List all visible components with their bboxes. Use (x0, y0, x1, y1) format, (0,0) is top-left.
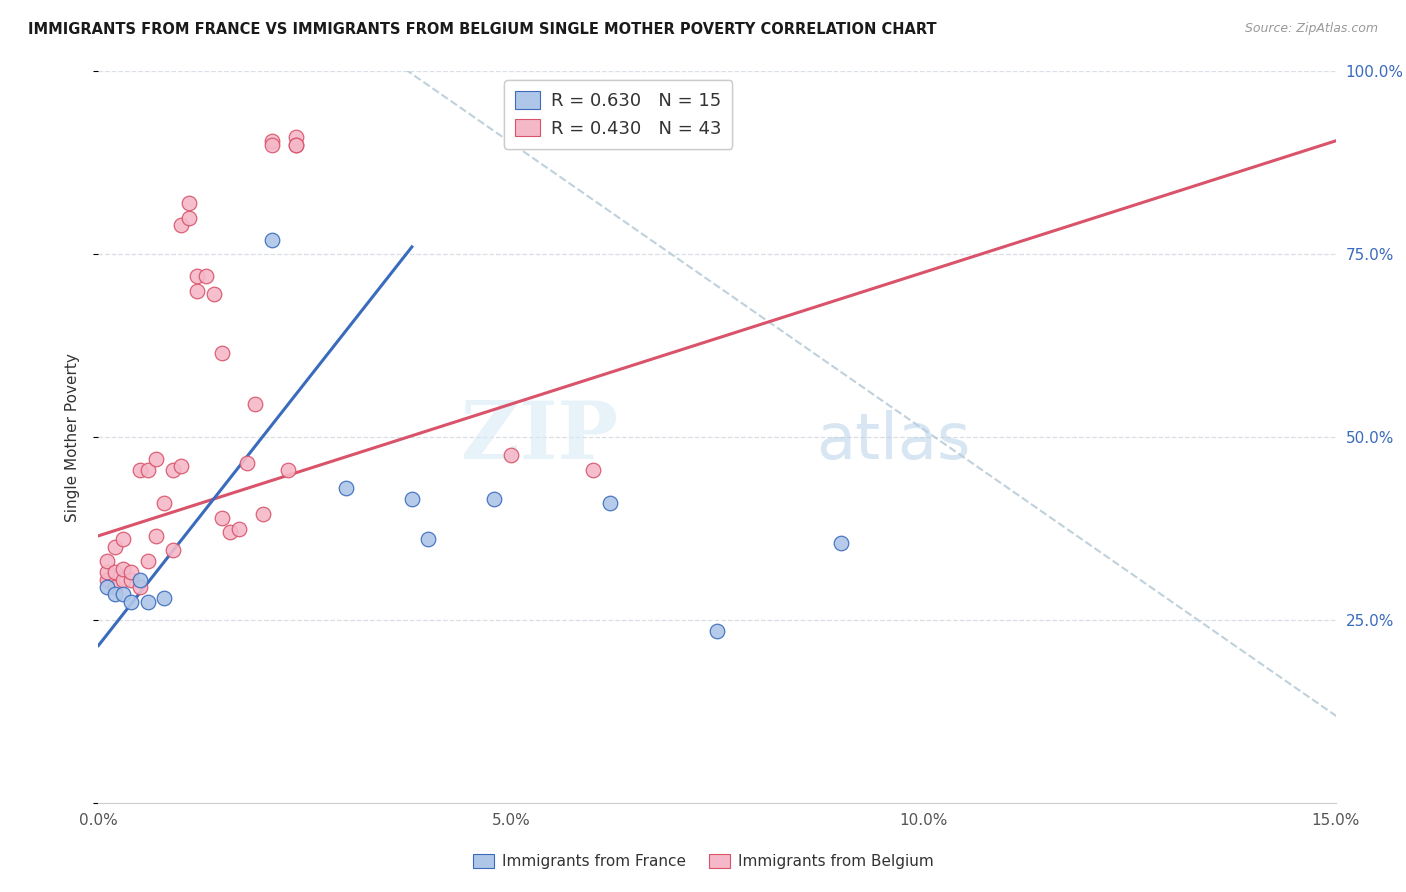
Legend: R = 0.630   N = 15, R = 0.430   N = 43: R = 0.630 N = 15, R = 0.430 N = 43 (503, 80, 733, 149)
Point (277, 463, 299, 477)
Text: IMMIGRANTS FROM FRANCE VS IMMIGRANTS FROM BELGIUM SINGLE MOTHER POVERTY CORRELAT: IMMIGRANTS FROM FRANCE VS IMMIGRANTS FRO… (28, 22, 936, 37)
Point (179, 211, 201, 225)
Point (162, 463, 184, 477)
Point (260, 233, 283, 247)
Point (128, 580, 150, 594)
Point (112, 587, 135, 601)
Point (112, 562, 135, 576)
Point (219, 525, 242, 540)
Point (136, 594, 159, 608)
Point (186, 269, 208, 284)
Point (285, 130, 308, 145)
Point (202, 287, 225, 301)
Point (136, 554, 159, 568)
Point (104, 587, 127, 601)
Point (236, 456, 259, 470)
Point (599, 496, 621, 510)
Point (104, 540, 127, 554)
Point (418, 533, 440, 547)
Point (104, 580, 127, 594)
Point (96, 573, 118, 587)
Point (128, 463, 150, 477)
Text: ZIP: ZIP (461, 398, 619, 476)
Text: atlas: atlas (815, 409, 970, 472)
Point (170, 459, 193, 474)
Point (706, 624, 728, 638)
Point (194, 269, 217, 284)
Point (179, 196, 201, 211)
Point (162, 543, 184, 558)
Point (252, 507, 274, 521)
Point (582, 463, 605, 477)
Point (401, 492, 423, 507)
Y-axis label: Single Mother Poverty: Single Mother Poverty (65, 352, 80, 522)
Point (120, 594, 142, 608)
Point (211, 346, 233, 360)
Point (186, 284, 208, 298)
Point (96, 580, 118, 594)
Point (260, 137, 283, 152)
Point (285, 137, 308, 152)
Point (499, 449, 522, 463)
Text: Source: ZipAtlas.com: Source: ZipAtlas.com (1244, 22, 1378, 36)
Point (830, 536, 852, 550)
Point (120, 566, 142, 580)
Point (153, 591, 176, 605)
Point (104, 566, 127, 580)
Legend: Immigrants from France, Immigrants from Belgium: Immigrants from France, Immigrants from … (467, 847, 939, 875)
Point (285, 137, 308, 152)
Point (211, 510, 233, 524)
Point (112, 533, 135, 547)
Point (170, 218, 193, 232)
Point (228, 521, 250, 535)
Point (96, 554, 118, 568)
Point (136, 463, 159, 477)
Point (96, 566, 118, 580)
Point (243, 397, 266, 411)
Point (145, 452, 167, 467)
Point (153, 496, 176, 510)
Point (128, 573, 150, 587)
Point (120, 573, 142, 587)
Point (145, 529, 167, 543)
Point (484, 492, 506, 507)
Point (335, 481, 357, 495)
Point (260, 134, 283, 148)
Point (112, 573, 135, 587)
